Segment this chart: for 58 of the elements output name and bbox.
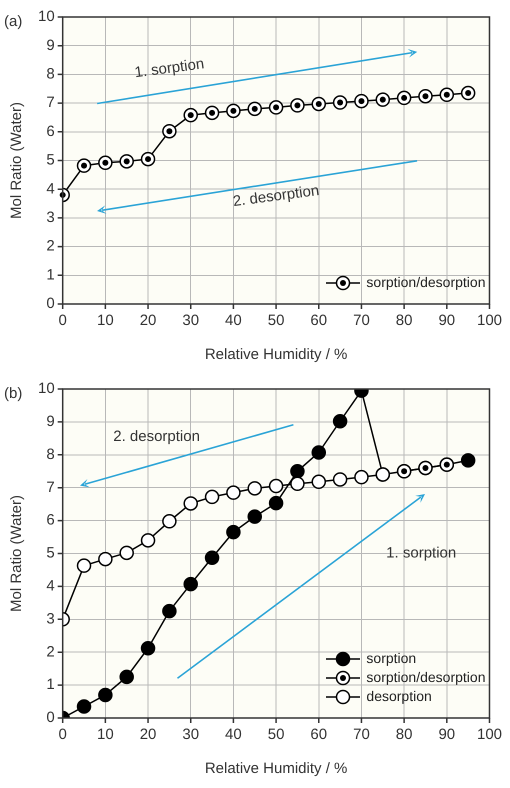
x-tick-label: 20	[140, 726, 156, 744]
y-tick-label: 5	[46, 152, 55, 169]
x-tick-label: 20	[140, 312, 156, 330]
x-tick-label: 70	[353, 312, 370, 330]
y-tick-label: 6	[46, 512, 55, 529]
y-tick-label: 7	[46, 478, 55, 496]
y-tick-label: 1	[46, 676, 55, 694]
y-tick-label: 8	[46, 446, 55, 463]
y-tick-label: 0	[46, 295, 55, 312]
x-tick-label: 60	[310, 726, 328, 744]
y-axis-title: Mol Ratio (Water)	[8, 102, 26, 219]
y-tick-label: 1	[46, 266, 55, 284]
annotation: 2. desorption	[113, 428, 200, 445]
x-tick-label: 80	[396, 312, 412, 330]
x-tick-label: 50	[268, 312, 284, 330]
x-tick-label: 70	[353, 726, 370, 744]
x-tick-label: 10	[97, 726, 114, 744]
x-tick-label: 0	[58, 312, 67, 330]
y-tick-label: 3	[46, 610, 55, 628]
y-tick-label: 9	[46, 413, 55, 430]
y-tick-label: 2	[46, 238, 55, 255]
x-tick-label: 10	[97, 312, 114, 330]
chart-title: (b)	[4, 385, 22, 402]
x-tick-label: 40	[225, 726, 242, 744]
x-tick-label: 90	[438, 312, 456, 330]
y-tick-label: 10	[38, 8, 55, 26]
chart-title: (a)	[4, 13, 22, 30]
x-tick-label: 30	[182, 726, 200, 744]
legend-label: sorption/desorption	[366, 273, 486, 292]
y-tick-label: 7	[46, 94, 55, 112]
x-tick-label: 100	[476, 312, 502, 330]
legend-label: sorption/desorption	[366, 668, 486, 687]
y-axis-title: Mol Ratio (Water)	[8, 495, 26, 612]
annotation: 1. sorption	[134, 55, 206, 82]
y-tick-label: 8	[46, 66, 55, 83]
annotation: 2. desorption	[232, 182, 320, 210]
y-tick-label: 10	[38, 380, 55, 398]
x-tick-label: 90	[438, 726, 456, 744]
x-axis-title: Relative Humidity / %	[204, 346, 348, 364]
legend-label: desorption	[366, 687, 432, 706]
y-tick-label: 0	[46, 709, 55, 726]
x-tick-label: 60	[310, 312, 328, 330]
y-tick-label: 3	[46, 209, 55, 226]
y-tick-label: 4	[46, 180, 55, 198]
y-tick-label: 2	[46, 643, 55, 660]
x-axis-title: Relative Humidity / %	[204, 760, 348, 778]
legend-label: sorption	[366, 649, 416, 668]
x-tick-label: 100	[476, 726, 502, 744]
y-tick-label: 6	[46, 122, 55, 140]
x-tick-label: 40	[225, 312, 242, 330]
x-tick-label: 80	[396, 726, 412, 744]
x-tick-label: 30	[182, 312, 200, 330]
y-tick-label: 5	[46, 544, 55, 562]
annotation: 1. sorption	[386, 544, 456, 562]
x-tick-label: 50	[268, 726, 284, 744]
y-tick-label: 4	[46, 578, 55, 595]
y-tick-label: 9	[46, 36, 55, 54]
x-tick-label: 0	[58, 726, 67, 744]
